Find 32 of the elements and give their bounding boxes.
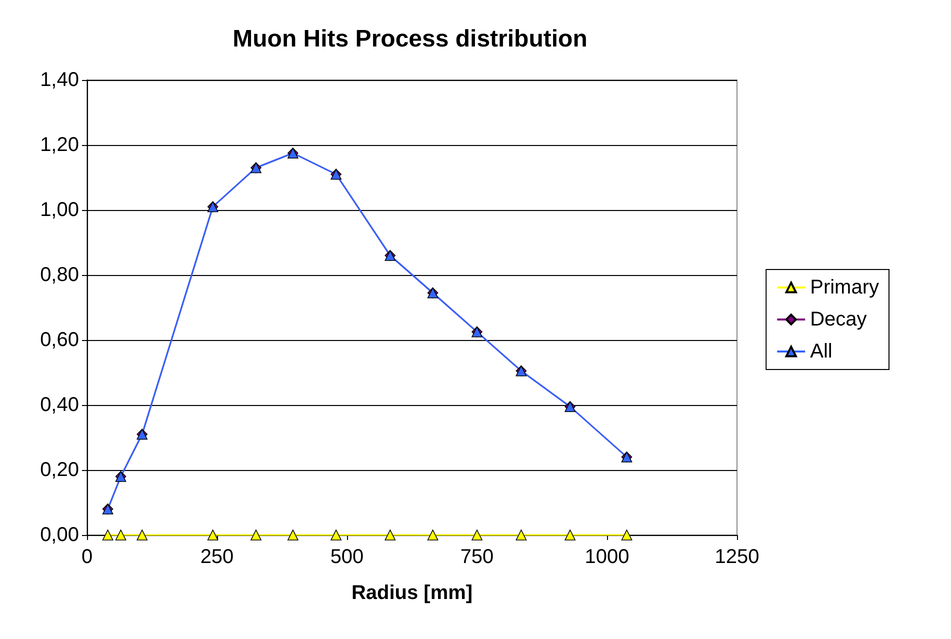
y-tick-label: 0,40 bbox=[40, 394, 79, 416]
point bbox=[330, 530, 342, 540]
legend-label: Decay bbox=[810, 308, 867, 330]
x-tick-label: 250 bbox=[200, 546, 234, 568]
y-tick-label: 0,60 bbox=[40, 329, 79, 351]
point bbox=[427, 530, 438, 540]
y-tick-label: 0,00 bbox=[40, 524, 79, 546]
legend-label: Primary bbox=[810, 276, 880, 298]
point bbox=[136, 530, 148, 540]
chart-title: Muon Hits Process distribution bbox=[232, 26, 588, 52]
y-tick-label: 1,00 bbox=[40, 199, 79, 221]
point bbox=[102, 530, 114, 540]
point bbox=[516, 530, 527, 540]
y-tick-label: 1,20 bbox=[40, 134, 79, 156]
x-tick-label: 0 bbox=[81, 546, 93, 568]
x-axis-title: Radius [mm] bbox=[351, 582, 473, 604]
point bbox=[250, 530, 262, 540]
point bbox=[288, 530, 298, 540]
y-tick-label: 0,80 bbox=[40, 264, 79, 286]
x-tick-label: 750 bbox=[460, 546, 494, 568]
point bbox=[207, 530, 218, 540]
point bbox=[115, 530, 126, 540]
x-tick-label: 1000 bbox=[584, 546, 630, 568]
y-tick-label: 0,20 bbox=[40, 459, 79, 481]
point bbox=[621, 530, 632, 540]
y-tick-label: 1,40 bbox=[40, 69, 79, 91]
legend-label: All bbox=[810, 340, 832, 362]
point bbox=[384, 530, 396, 540]
x-tick-label: 500 bbox=[330, 546, 364, 568]
point bbox=[472, 530, 482, 540]
point bbox=[564, 530, 576, 540]
x-tick-label: 1250 bbox=[714, 546, 760, 568]
